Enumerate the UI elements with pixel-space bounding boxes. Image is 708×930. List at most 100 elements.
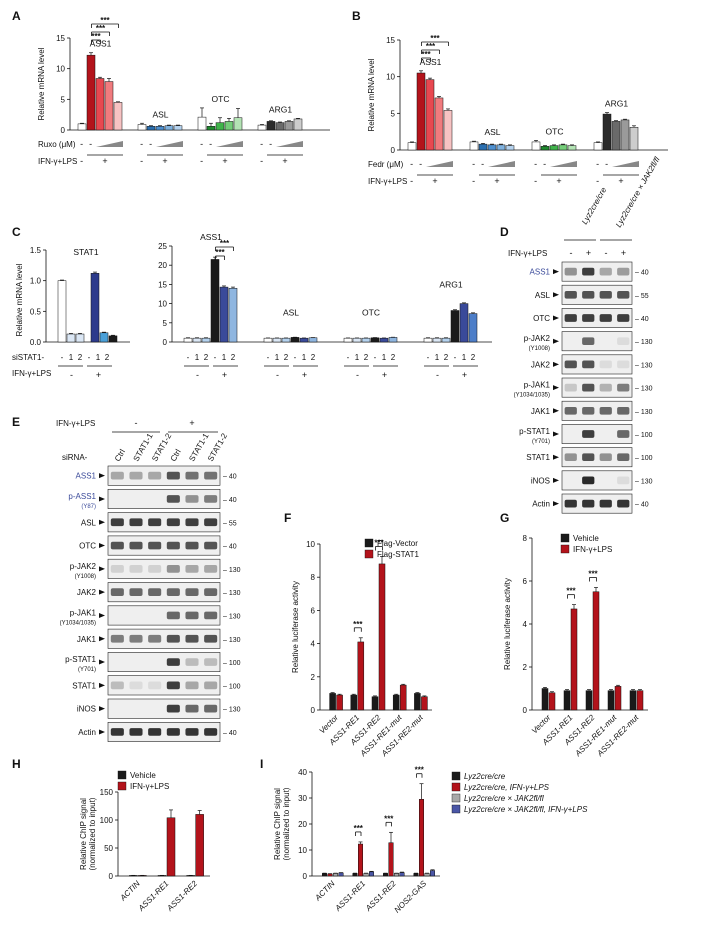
panel-A-dose-mark: - [260,139,263,149]
panel-C-si-mark: 1 [462,353,467,362]
panel-C-right-y-tick-label: 20 [158,261,167,270]
panel-G-legend-label: IFN-γ+LPS [573,545,612,554]
panel-E-band [185,634,199,643]
panel-D-band [617,337,630,346]
panel-D-band [617,267,630,276]
panel-G-ylabel: Relative luciferase activity [503,578,512,670]
panel-D-band [582,453,595,462]
panel-C-gene-label: STAT1 [73,247,98,257]
panel-D-band [582,290,595,299]
panel-D-band [599,499,612,508]
panel-B-dose-mark: - [543,159,546,169]
panel-B-dose-wedge [550,161,577,167]
panel-E-row-sub: (Y701) [78,667,96,673]
panel-H-y-tick-label: 0 [109,872,114,881]
panel-E-band [129,541,143,550]
panel-D-row-sub: (Y1008) [529,346,550,352]
panel-E-row-label: JAK1 [77,635,97,644]
panel-C-si-mark: 2 [311,353,316,362]
panel-C-bar [192,337,202,343]
panel-C-bar [441,337,451,343]
panel-I-y-tick-label: 0 [303,872,308,881]
panel-B-y-tick-label: 0 [391,146,396,155]
panel-D-band [582,360,595,369]
panel-C-gene-label: OTC [362,307,380,317]
panel-C-si-mark: 1 [275,353,280,362]
panel-C-bar [90,273,100,343]
panel-B-ylabel: Relative mRNA level [367,58,376,131]
panel-E-row-arrow [99,473,105,479]
panel-B-sig-label: *** [430,34,440,43]
panel-D-band [599,453,612,462]
panel-D-mw-marker: – 100 [635,432,653,439]
panel-E-mw-marker: – 40 [223,474,237,481]
panel-D-blot-strip [561,284,633,305]
panel-A-bar [233,117,243,131]
panel-C-si-mark: 1 [435,353,440,362]
panel-label-I: I [260,757,263,771]
panel-A-dose-mark: - [80,139,83,149]
panel-E-band [185,681,199,690]
panel-F-y-tick-label: 2 [311,673,316,682]
panel-E-treatment-mark: - [135,418,138,428]
panel-I-category-label: ASS1-RE1 [333,879,367,913]
panel-E-mw-marker: – 40 [223,497,237,504]
panel-A-gene-label: OTC [212,94,230,104]
panel-D-row-label: STAT1 [526,453,550,462]
panel-A-bar [266,121,276,131]
panel-E-band [166,681,180,690]
panel-E-band [166,471,180,480]
panel-I-bar [338,872,344,877]
panel-G-bar [629,690,637,711]
panel-B-bar [629,127,639,151]
panel-D-row-arrow [553,501,559,507]
panel-D-treatment-mark: + [621,248,626,258]
panel-E-band [148,588,162,597]
panel-E-row-sub: (Y87) [81,504,96,510]
panel-B-bar [567,145,577,151]
panel-I-legend-swatch [451,793,461,803]
panel-E-row-label: iNOS [77,705,96,714]
panel-A-treat-mark: - [260,156,263,166]
panel-D-treatment-mark: - [605,248,608,258]
panel-C-right-y-tick-label: 0 [163,338,168,347]
panel-B-dose-mark: - [481,159,484,169]
panel-A-row2-label: IFN-γ+LPS [38,157,77,166]
panel-H-bar [195,814,204,877]
panel-E-band [166,541,180,550]
panel-D-row-label: OTC [533,314,550,323]
panel-A-treat-mark: + [282,156,287,166]
panel-B-bar [416,72,426,151]
panel-E-band [204,495,218,503]
panel-E-band [185,541,199,550]
panel-H-legend-label: IFN-γ+LPS [130,782,169,791]
panel-A-dose-wedge [276,141,303,147]
panel-D-band [564,314,577,322]
panel-C-bar [308,337,318,343]
panel-C-si-mark: 1 [69,353,74,362]
panel-G-bar [570,608,578,711]
panel-B-dose-wedge [612,161,639,167]
panel-H-category-label: ASS1-RE1 [136,879,170,913]
panel-A-bar [95,78,105,131]
panel-D-band [564,267,577,276]
panel-A-gene-label: ASL [152,109,168,119]
panel-G-y-tick-label: 0 [523,706,528,715]
panel-A-row1-label: Ruxo (μM) [38,140,76,149]
panel-I-bar [399,872,405,877]
panel-D-band [582,383,595,392]
panel-E-row-arrow [99,612,105,618]
panel-B-dose-mark: - [534,159,537,169]
panel-A-treat-mark: - [200,156,203,166]
panel-C-treat-mark: + [462,370,467,380]
panel-A-y-tick-label: 5 [61,95,66,104]
panel-E-mw-marker: – 40 [223,730,237,737]
panel-E-row-label: p-ASS1 [68,492,96,501]
panel-C-bar [388,337,398,343]
panel-D-mw-marker: – 130 [635,362,653,369]
panel-E-band [185,518,199,527]
panel-label-D: D [500,225,509,239]
panel-E-row-arrow [99,706,105,712]
panel-D-row-arrow [553,431,559,437]
panel-C-bar [450,310,460,343]
